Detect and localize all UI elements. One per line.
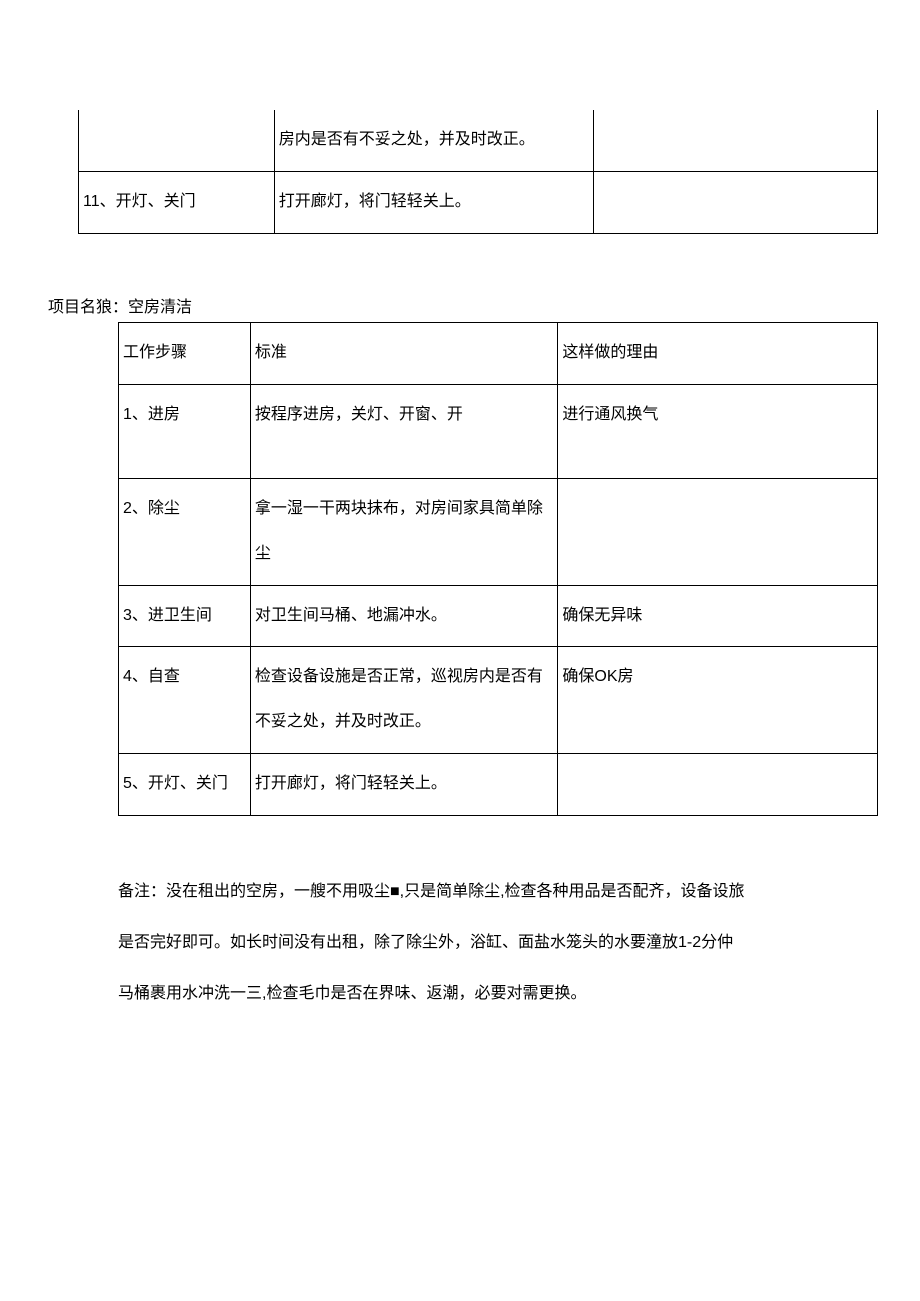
- table-row: 5、开灯、关门 打开廊灯，将门轻轻关上。: [119, 753, 878, 815]
- table-cell: 3、进卫生间: [119, 585, 251, 647]
- table-cell: 打开廊灯，将门轻轻关上。: [274, 171, 594, 233]
- table-cell: [558, 478, 878, 585]
- table-cell: [594, 171, 878, 233]
- table-cell: 进行通风换气: [558, 385, 878, 479]
- table-1-partial: 房内是否有不妥之处，并及时改正。 11、开灯、关门 打开廊灯，将门轻轻关上。: [78, 110, 878, 234]
- table-cell: 确保无异味: [558, 585, 878, 647]
- document-page: 房内是否有不妥之处，并及时改正。 11、开灯、关门 打开廊灯，将门轻轻关上。 项…: [0, 110, 920, 1019]
- table-cell: [558, 753, 878, 815]
- notes-line: 是否完好即可。如长时间没有出租，除了除尘外，浴缸、面盐水笼头的水要潼放1-2分仲: [118, 917, 920, 968]
- table-cell: 打开廊灯，将门轻轻关上。: [250, 753, 558, 815]
- table-row: 2、除尘 拿一湿一干两块抹布，对房间家具简单除尘: [119, 478, 878, 585]
- table-header-cell: 标准: [250, 323, 558, 385]
- notes-paragraph: 备注：没在租出的空房，一艘不用吸尘■,只是简单除尘,检查各种用品是否配齐，设备设…: [118, 866, 920, 1020]
- table-cell: 5、开灯、关门: [119, 753, 251, 815]
- table-cell: 2、除尘: [119, 478, 251, 585]
- table-cell: 11、开灯、关门: [79, 171, 275, 233]
- table-cell: 对卫生间马桶、地漏冲水。: [250, 585, 558, 647]
- table-cell: [79, 110, 275, 171]
- table-cell: 房内是否有不妥之处，并及时改正。: [274, 110, 594, 171]
- table-header-row: 工作步骤 标准 这样做的理由: [119, 323, 878, 385]
- table-row: 3、进卫生间 对卫生间马桶、地漏冲水。 确保无异味: [119, 585, 878, 647]
- notes-line: 马桶裹用水冲洗一三,检查毛巾是否在界味、返潮，必要对需更换。: [118, 968, 920, 1019]
- table-row: 4、自查 检查设备设施是否正常，巡视房内是否有不妥之处，并及时改正。 确保OK房: [119, 647, 878, 754]
- table-cell: [594, 110, 878, 171]
- table-cell: 检查设备设施是否正常，巡视房内是否有不妥之处，并及时改正。: [250, 647, 558, 754]
- table-cell: 按程序进房，关灯、开窗、开: [250, 385, 558, 479]
- table-2-empty-room-cleaning: 工作步骤 标准 这样做的理由 1、进房 按程序进房，关灯、开窗、开 进行通风换气…: [118, 322, 878, 815]
- section-title: 项目名狼：空房清洁: [48, 294, 920, 323]
- table-cell: 4、自查: [119, 647, 251, 754]
- table-header-cell: 工作步骤: [119, 323, 251, 385]
- table-row: 11、开灯、关门 打开廊灯，将门轻轻关上。: [79, 171, 878, 233]
- table-header-cell: 这样做的理由: [558, 323, 878, 385]
- table-cell: 1、进房: [119, 385, 251, 479]
- table-cell: 拿一湿一干两块抹布，对房间家具简单除尘: [250, 478, 558, 585]
- table-cell: 确保OK房: [558, 647, 878, 754]
- notes-line: 备注：没在租出的空房，一艘不用吸尘■,只是简单除尘,检查各种用品是否配齐，设备设…: [118, 866, 920, 917]
- table-row: 房内是否有不妥之处，并及时改正。: [79, 110, 878, 171]
- table-row: 1、进房 按程序进房，关灯、开窗、开 进行通风换气: [119, 385, 878, 479]
